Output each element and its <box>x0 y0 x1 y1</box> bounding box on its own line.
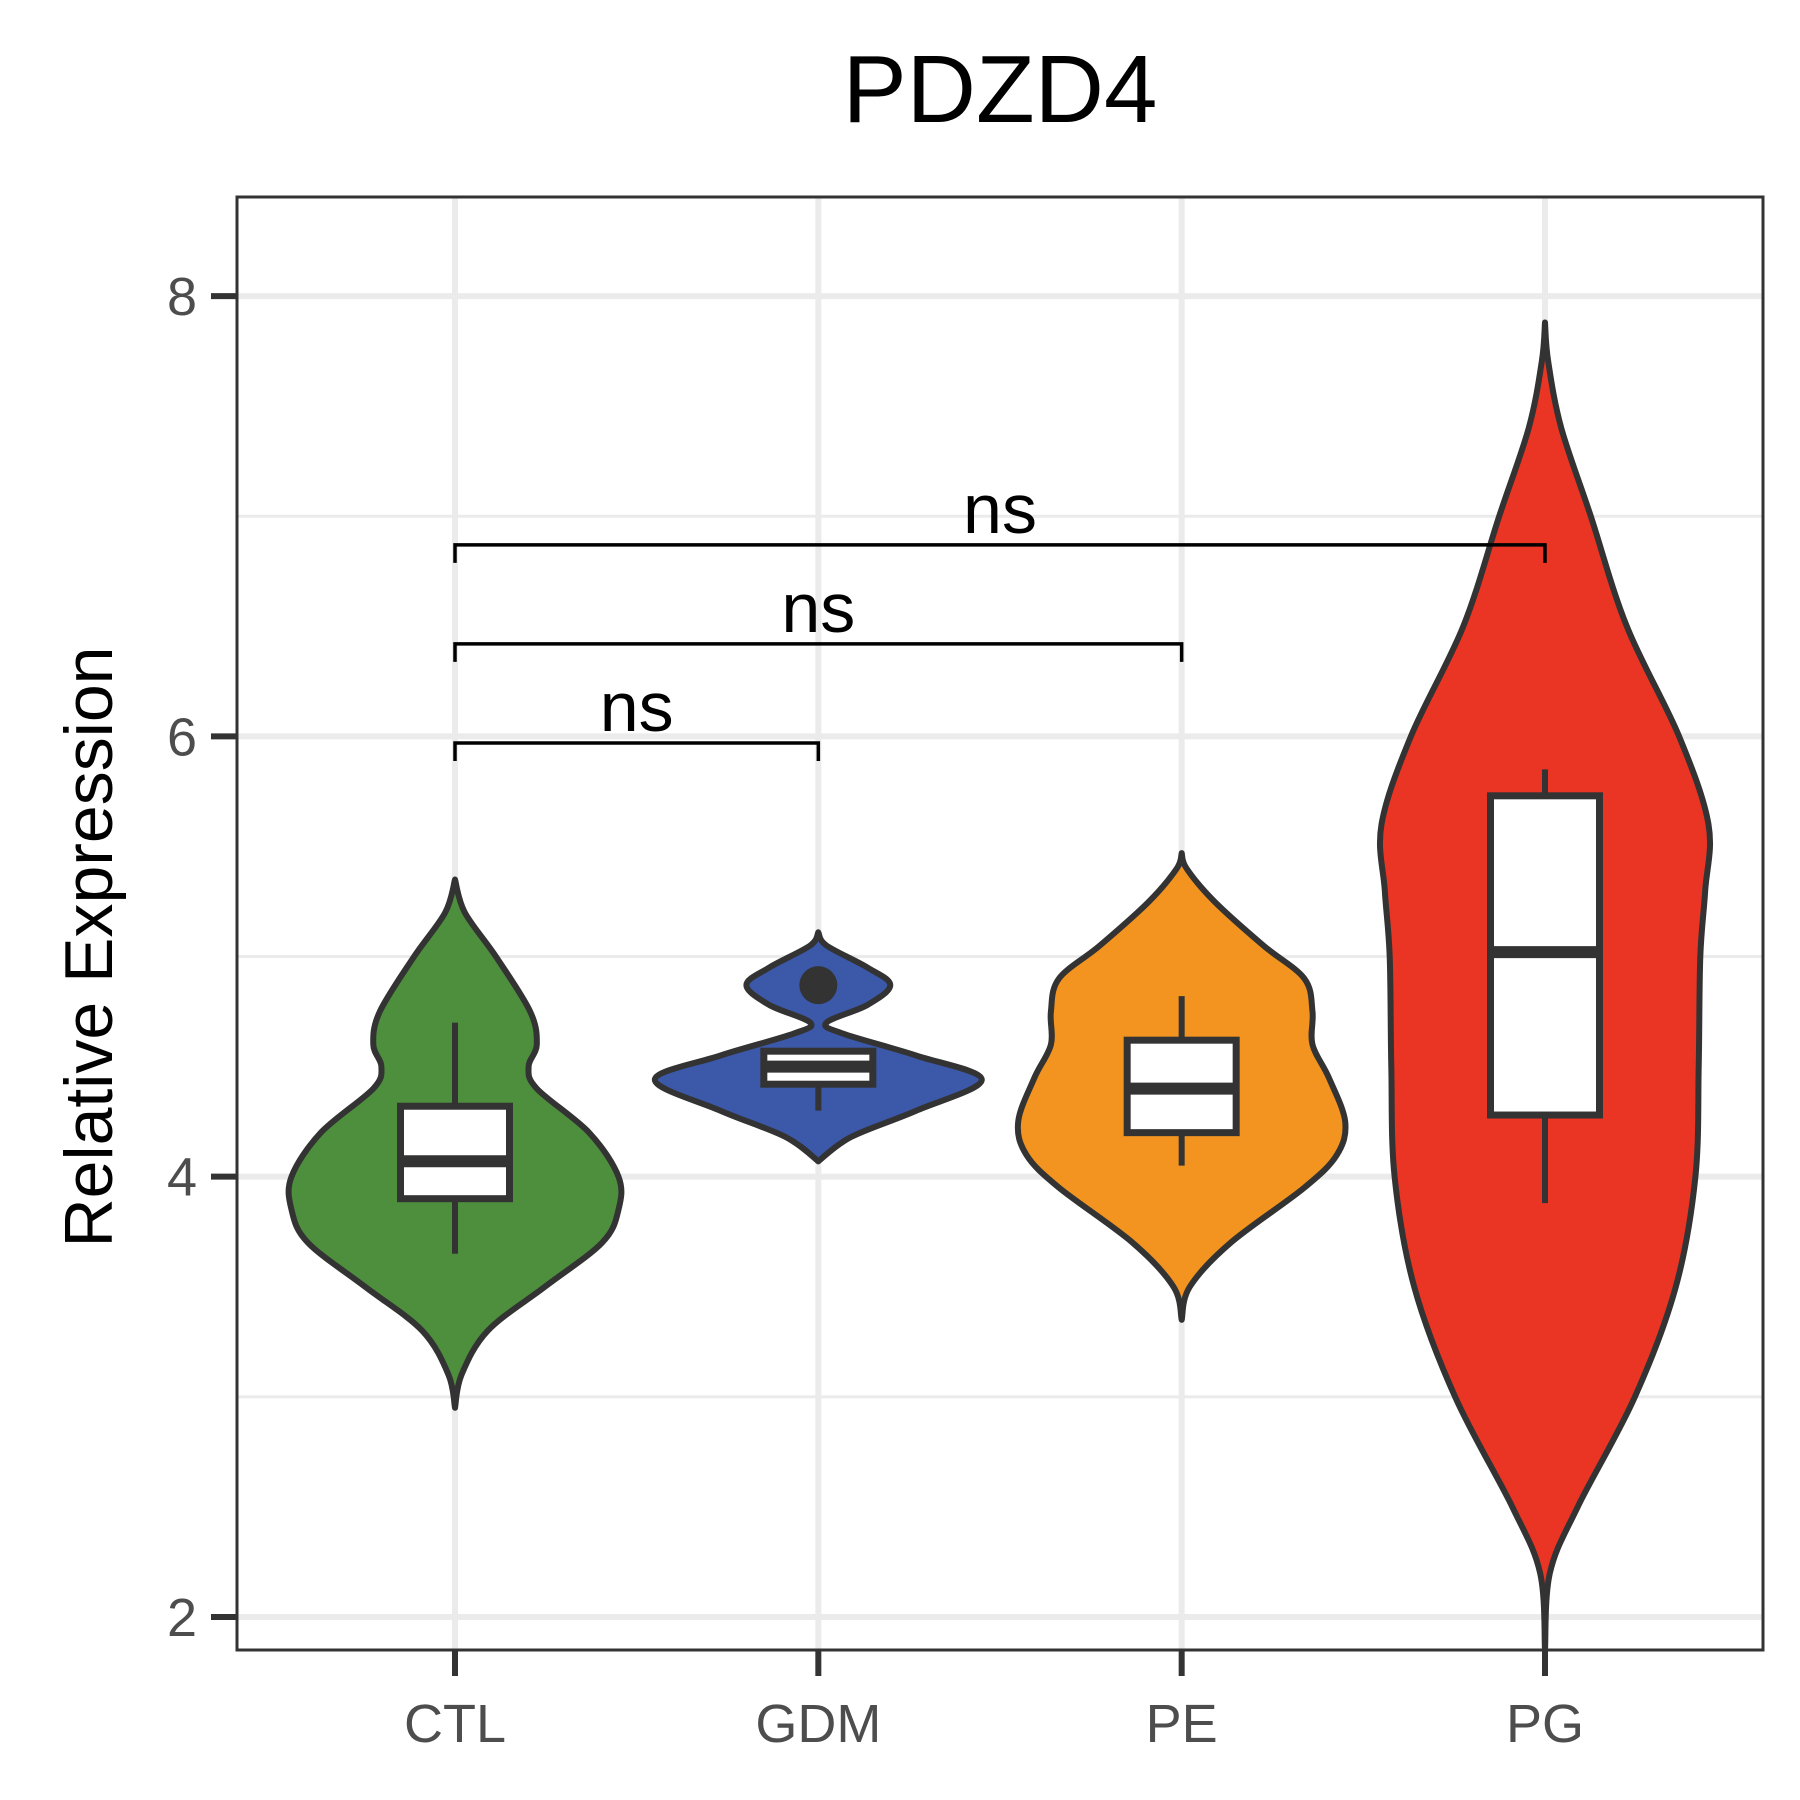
outlier-point-gdm <box>799 966 838 1005</box>
x-tick-label: PE <box>1146 1694 1218 1754</box>
y-axis-label: Relative Expression <box>51 647 127 1248</box>
significance-bracket <box>453 543 1547 563</box>
y-tick-label: 6 <box>167 707 197 767</box>
plot-area: ns ns ns 2 4 6 8 CTL GDM PE PG <box>167 195 1765 1754</box>
x-tick-label: CTL <box>404 1694 506 1754</box>
x-tick-label: PG <box>1506 1694 1584 1754</box>
x-tick-label: GDM <box>755 1694 881 1754</box>
significance-bracket <box>453 741 821 761</box>
violin-gdm <box>651 929 985 1165</box>
significance-label: ns <box>963 470 1037 548</box>
significance-label: ns <box>781 569 855 647</box>
y-tick-label: 2 <box>167 1588 197 1648</box>
panel-border <box>235 195 1765 1652</box>
y-tick-label: 4 <box>167 1148 197 1208</box>
y-tick-label: 8 <box>167 267 197 327</box>
chart-title: PDZD4 <box>843 36 1158 143</box>
significance-label: ns <box>600 668 674 746</box>
box-ctl <box>397 1102 513 1203</box>
significance-bracket <box>453 642 1184 662</box>
